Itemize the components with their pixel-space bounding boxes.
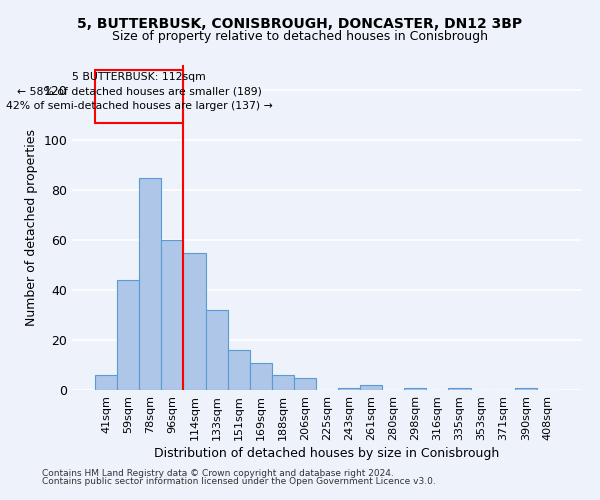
Bar bbox=[404, 388, 427, 390]
Bar bbox=[250, 362, 272, 390]
Bar bbox=[184, 252, 206, 390]
Bar bbox=[272, 375, 294, 390]
Bar bbox=[117, 280, 139, 390]
Bar bbox=[448, 388, 470, 390]
Bar bbox=[95, 375, 117, 390]
Bar bbox=[227, 350, 250, 390]
FancyBboxPatch shape bbox=[95, 70, 184, 122]
Bar bbox=[338, 388, 360, 390]
Bar bbox=[206, 310, 227, 390]
Bar bbox=[139, 178, 161, 390]
Y-axis label: Number of detached properties: Number of detached properties bbox=[25, 129, 38, 326]
Bar bbox=[515, 388, 537, 390]
Bar bbox=[161, 240, 184, 390]
Text: 5, BUTTERBUSK, CONISBROUGH, DONCASTER, DN12 3BP: 5, BUTTERBUSK, CONISBROUGH, DONCASTER, D… bbox=[77, 18, 523, 32]
X-axis label: Distribution of detached houses by size in Conisbrough: Distribution of detached houses by size … bbox=[154, 447, 500, 460]
Bar bbox=[360, 385, 382, 390]
Bar bbox=[294, 378, 316, 390]
Text: Size of property relative to detached houses in Conisbrough: Size of property relative to detached ho… bbox=[112, 30, 488, 43]
Text: Contains HM Land Registry data © Crown copyright and database right 2024.: Contains HM Land Registry data © Crown c… bbox=[42, 468, 394, 477]
Text: 5 BUTTERBUSK: 112sqm
← 58% of detached houses are smaller (189)
42% of semi-deta: 5 BUTTERBUSK: 112sqm ← 58% of detached h… bbox=[6, 72, 273, 112]
Text: Contains public sector information licensed under the Open Government Licence v3: Contains public sector information licen… bbox=[42, 477, 436, 486]
